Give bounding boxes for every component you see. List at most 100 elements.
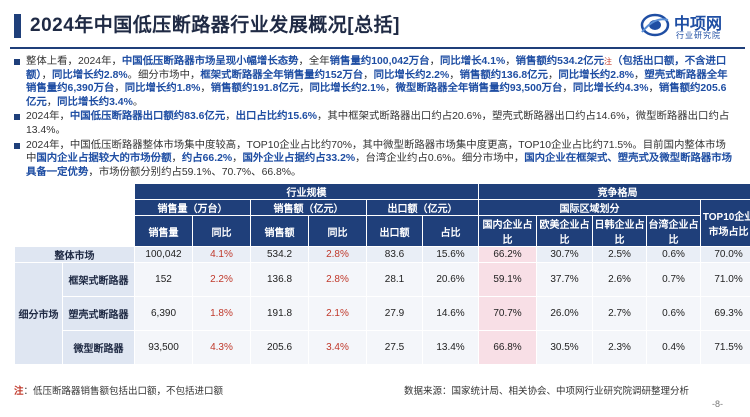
body-text: ， bbox=[171, 153, 182, 165]
highlight-text: 销售量约100,042万台 bbox=[329, 56, 430, 67]
highlight-text: 中国低压断路器出口额约83.6亿元 bbox=[69, 111, 226, 123]
highlight-text: 出口占比约15.6% bbox=[235, 111, 318, 123]
page-number: -8- bbox=[712, 399, 723, 409]
title-accent-bar bbox=[14, 14, 21, 38]
footnote-marker: 注 bbox=[14, 386, 24, 397]
row-label-segment: 细分市场 bbox=[14, 262, 63, 365]
highlight-text: 同比增长约2.2% bbox=[373, 69, 450, 81]
table-cell: 27.9 bbox=[366, 296, 423, 331]
row-label-frame: 框架式断路器 bbox=[62, 262, 135, 297]
table-cell: 70.0% bbox=[700, 246, 750, 263]
logo-name: 中项网 bbox=[674, 16, 723, 33]
bullet-square-icon bbox=[14, 114, 20, 121]
table-cell: 4.1% bbox=[192, 246, 251, 263]
table-cell: 2.8% bbox=[308, 246, 367, 263]
table-cell: 2.1% bbox=[308, 296, 367, 331]
col-header-val: 销售额 bbox=[250, 215, 309, 247]
body-text: ，其中框架式断路器出口约占20.6%，塑壳式断路器出口约占14.6%，微型断路器… bbox=[26, 111, 730, 136]
table-cell: 205.6 bbox=[250, 330, 309, 365]
col-header-vol: 销售量 bbox=[134, 215, 193, 247]
table-cell: 15.6% bbox=[421, 246, 480, 263]
highlight-text: 同比增长约1.8% bbox=[124, 83, 201, 95]
table-cell: 28.1 bbox=[366, 262, 423, 297]
highlight-text: 销售额约205.6亿元 bbox=[26, 83, 727, 108]
table-cell: 37.7% bbox=[536, 262, 594, 297]
footnote-text: ：低压断路器销售额包括出口额，不包括进口额 bbox=[23, 386, 224, 397]
sub-header-sales-volume: 销售量（万台） bbox=[134, 199, 251, 216]
row-label-miniature: 微型断路器 bbox=[62, 330, 135, 365]
highlight-text: 同比增长约2.8% bbox=[51, 69, 128, 81]
col-header-taiwan: 台湾企业占比 bbox=[646, 215, 702, 247]
bullet-item: 2024年，中国低压断路器出口额约83.6亿元，出口占比约15.6%，其中框架式… bbox=[14, 110, 736, 137]
table-corner bbox=[14, 183, 135, 247]
highlight-text: 同比增长约4.3% bbox=[572, 83, 649, 95]
body-text: ， bbox=[547, 69, 559, 81]
table-cell: 71.0% bbox=[700, 262, 750, 297]
table-cell: 13.4% bbox=[421, 330, 480, 365]
table-cell: 0.6% bbox=[646, 246, 702, 263]
company-logo[interactable]: 中项网 行业研究院 bbox=[640, 8, 745, 42]
table-cell: 26.0% bbox=[536, 296, 594, 331]
row-label-total: 整体市场 bbox=[14, 246, 135, 263]
table-cell: 2.2% bbox=[192, 262, 251, 297]
col-header-vol-yoy: 同比 bbox=[192, 215, 251, 247]
bullet-text: 2024年，中国低压断路器出口额约83.6亿元，出口占比约15.6%，其中框架式… bbox=[26, 111, 729, 136]
body-text: ， bbox=[225, 111, 236, 123]
table-cell: 2.8% bbox=[308, 262, 367, 297]
table-cell: 6,390 bbox=[134, 296, 193, 331]
highlight-text: 约占66.2% bbox=[181, 153, 233, 165]
table-cell: 2.6% bbox=[592, 262, 648, 297]
body-text: 整体上看，2024年， bbox=[26, 56, 122, 67]
body-text: ， bbox=[299, 83, 310, 95]
highlight-text: 框架式断路器全年销售量约152万台 bbox=[200, 69, 364, 81]
table-cell: 1.8% bbox=[192, 296, 251, 331]
market-data-table: 行业规模 竞争格局 销售量（万台） 销售额（亿元） 出口额（亿元） 国际区域划分… bbox=[14, 183, 750, 365]
body-text: 2024年， bbox=[26, 111, 70, 123]
col-header-exp-share: 占比 bbox=[421, 215, 480, 247]
body-text: ， bbox=[449, 69, 460, 81]
col-header-top10: TOP10企业市场占比 bbox=[700, 199, 750, 247]
highlight-text: 同比增长约2.1% bbox=[309, 83, 386, 95]
highlight-text: （包括出口额，不含进口额） bbox=[26, 56, 727, 81]
data-source: 数据来源：国家统计局、相关协会、中项网行业研究院调研整理分析 bbox=[404, 386, 690, 397]
table-cell: 14.6% bbox=[421, 296, 480, 331]
table-cell: 100,042 bbox=[134, 246, 193, 263]
col-header-domestic: 国内企业占比 bbox=[478, 215, 538, 247]
group-header-scale: 行业规模 bbox=[133, 183, 480, 200]
table-cell: 30.7% bbox=[536, 246, 594, 263]
highlight-text: 塑壳式断路器全年销售量约6,390万台 bbox=[26, 69, 728, 95]
body-text: ， bbox=[114, 83, 125, 95]
table-cell: 0.4% bbox=[646, 330, 702, 365]
table-cell: 71.5% bbox=[700, 330, 750, 365]
table-cell: 2.3% bbox=[592, 330, 648, 365]
table-cell: 66.2% bbox=[478, 246, 538, 263]
table-cell: 70.7% bbox=[478, 296, 538, 331]
table-cell: 93,500 bbox=[134, 330, 193, 365]
body-text: ， bbox=[429, 56, 440, 67]
table-cell: 0.6% bbox=[646, 296, 702, 331]
body-text: ， bbox=[200, 83, 211, 95]
body-text: ， bbox=[648, 83, 659, 95]
body-text: 。细分市场中， bbox=[127, 69, 201, 81]
body-text: ，全年 bbox=[298, 56, 330, 67]
logo-mark-icon bbox=[640, 13, 670, 37]
highlight-text: 同比增长约3.4% bbox=[57, 96, 133, 108]
table-cell: 69.3% bbox=[700, 296, 750, 331]
body-text: ， bbox=[232, 153, 243, 165]
sub-header-sales-value: 销售额（亿元） bbox=[250, 199, 367, 216]
summary-bullets: 整体上看，2024年，中国低压断路器市场呈现小幅增长态势，全年销售量约100,0… bbox=[14, 55, 736, 180]
body-text: ， bbox=[505, 56, 516, 67]
bullet-text: 2024年，中国低压断路器整体市场集中度较高，TOP10企业占比约70%，其中微… bbox=[26, 140, 732, 178]
table-cell: 27.5 bbox=[366, 330, 423, 365]
table-cell: 136.8 bbox=[250, 262, 309, 297]
body-text: ， bbox=[363, 69, 374, 81]
table-cell: 534.2 bbox=[250, 246, 309, 263]
footnote: 注：低压断路器销售额包括出口额，不包括进口额 bbox=[14, 383, 223, 397]
highlight-text: 中国低压断路器市场呈现小幅增长态势 bbox=[121, 56, 299, 67]
table-cell: 66.8% bbox=[478, 330, 538, 365]
body-text: ，台湾企业约占0.6%。细分市场中， bbox=[355, 153, 525, 165]
highlight-text: 销售额约534.2亿元 bbox=[515, 56, 604, 67]
highlight-text: 同比增长4.1% bbox=[439, 56, 506, 67]
table-cell: 191.8 bbox=[250, 296, 309, 331]
bullet-text: 整体上看，2024年，中国低压断路器市场呈现小幅增长态势，全年销售量约100,0… bbox=[26, 56, 728, 108]
